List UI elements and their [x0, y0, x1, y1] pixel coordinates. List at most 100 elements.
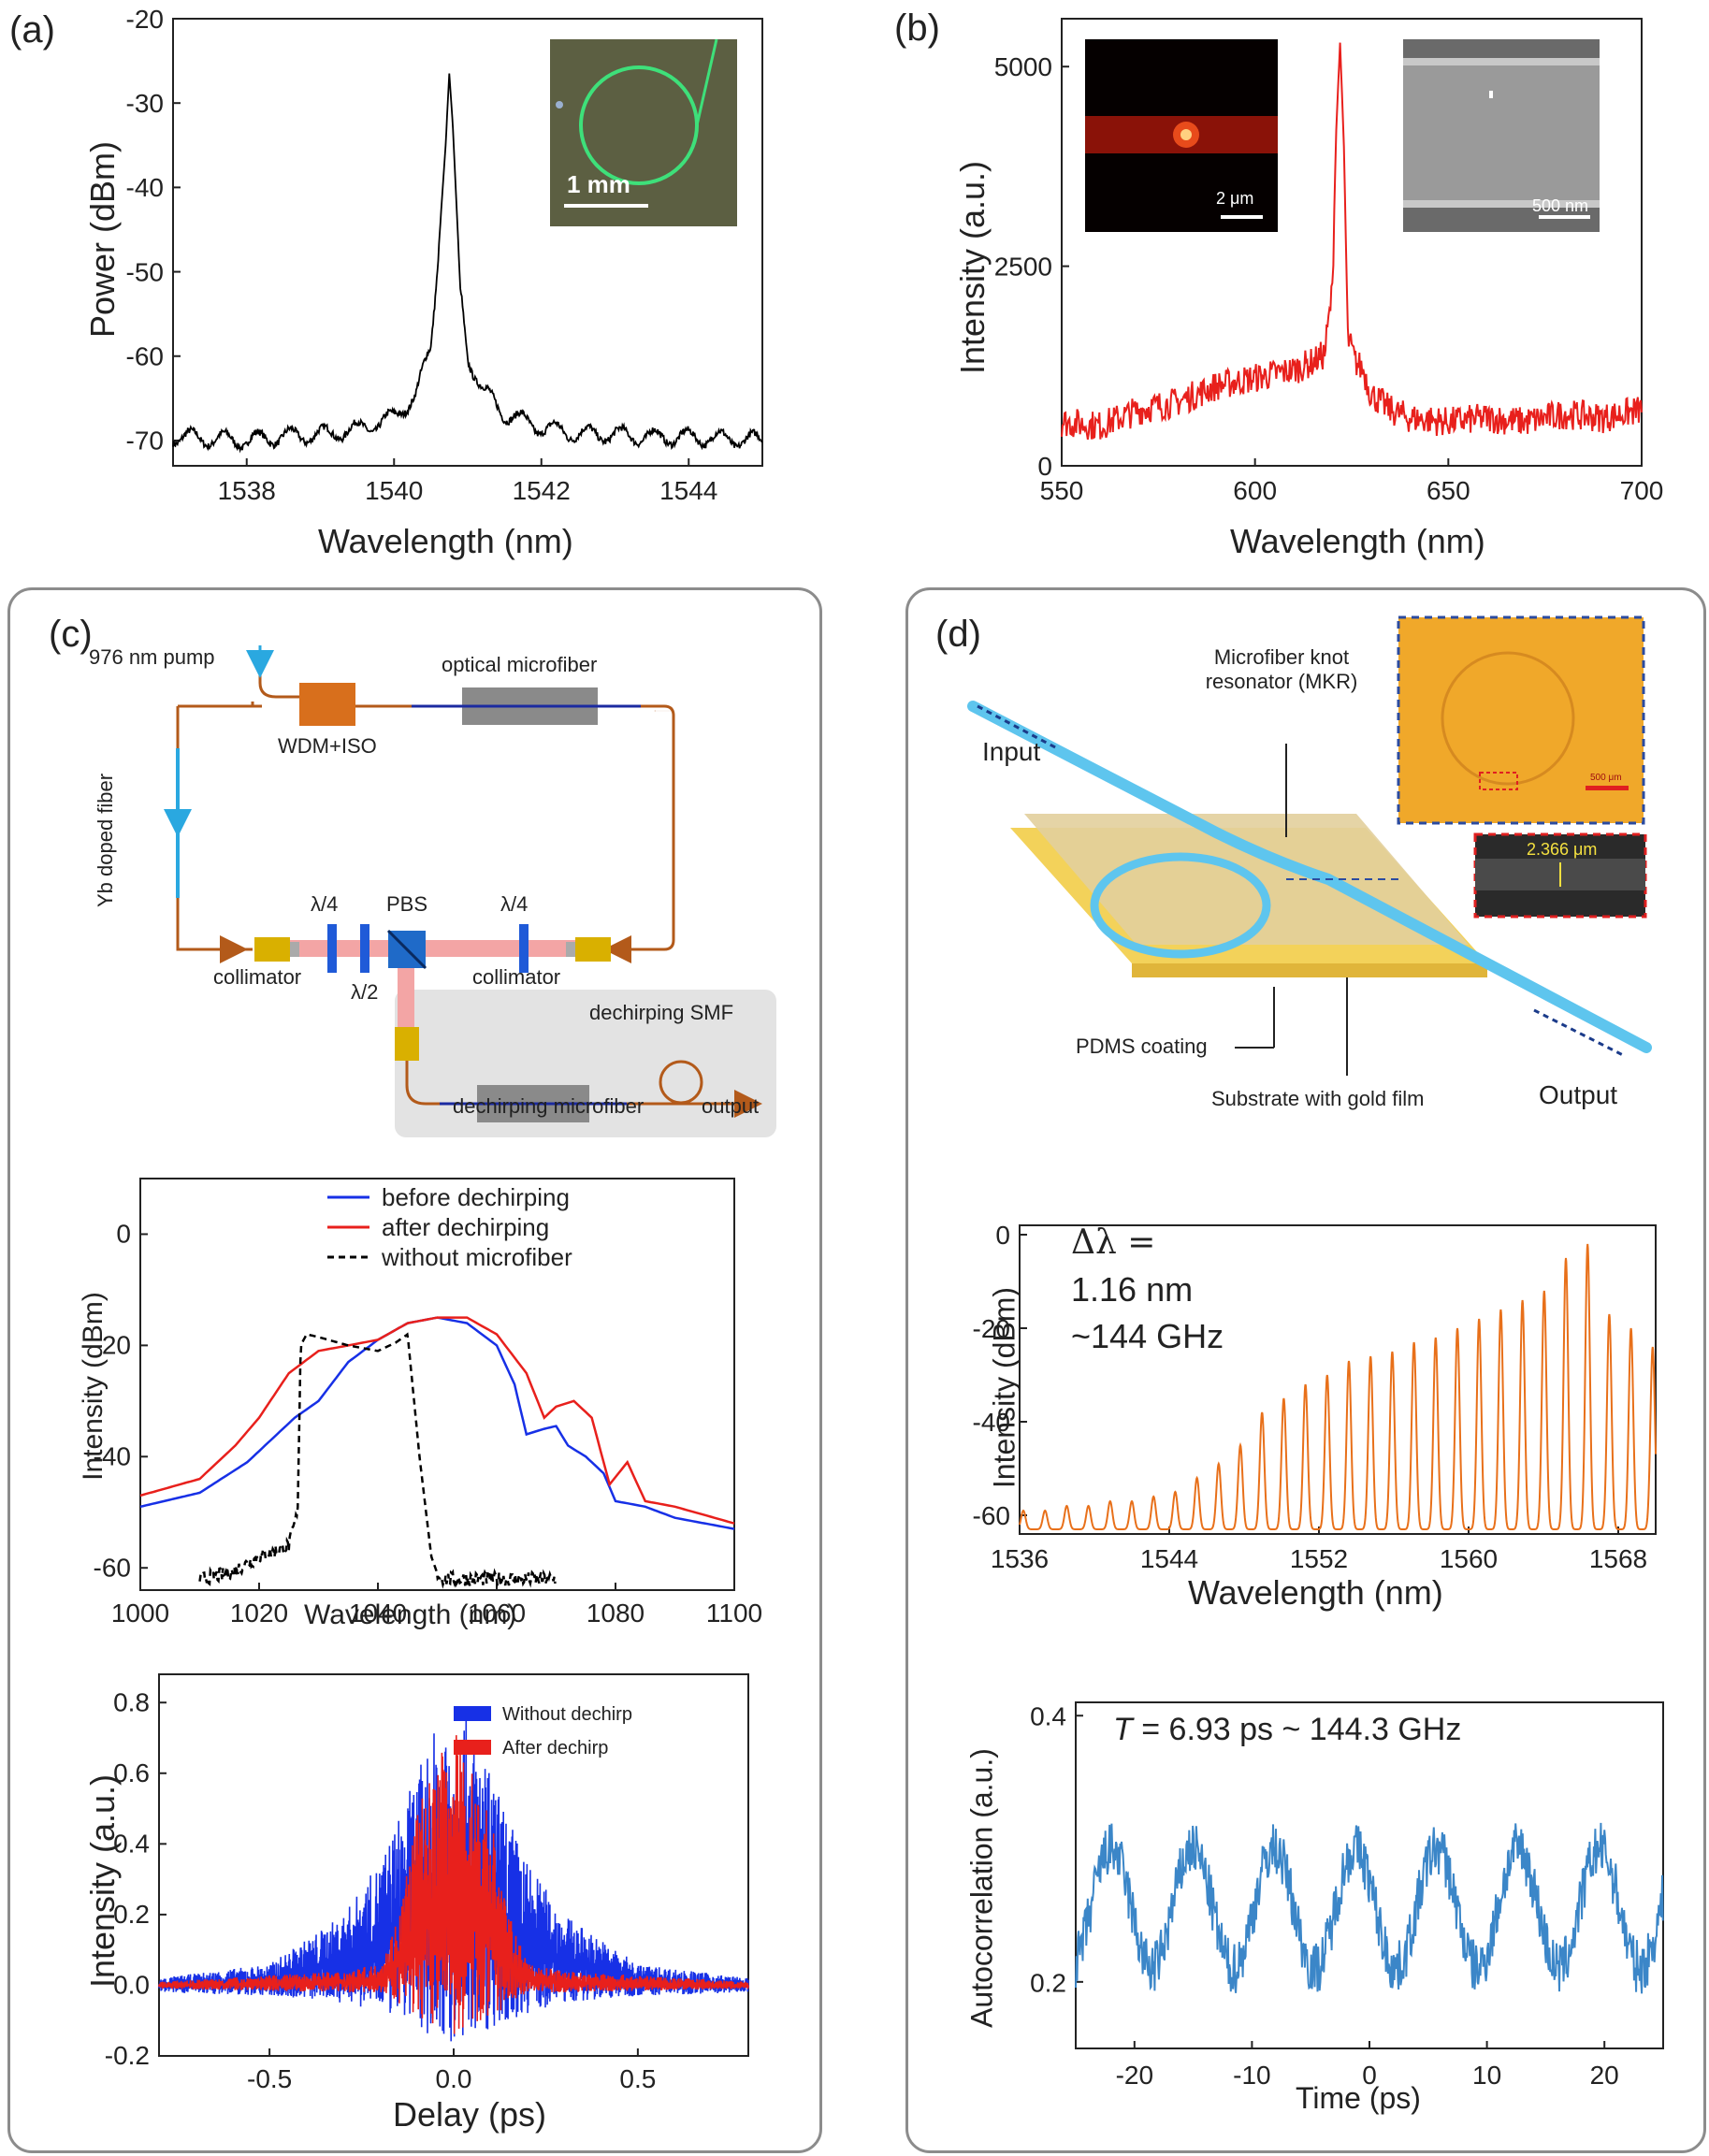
wdm-box: [299, 683, 355, 726]
chart-a-xlabel: Wavelength (nm): [318, 522, 573, 560]
qwp-right-label: λ/4: [500, 892, 529, 916]
x-tick-label: 1560: [1440, 1544, 1498, 1573]
yb-fiber-label: Yb doped fiber: [94, 773, 117, 907]
y-tick-label: 0: [116, 1220, 131, 1249]
chart-c-spectrum-svg: 1000 1020 1040 1060 1080 1100 0 -20 -40 -60 before…: [94, 1178, 762, 1628]
collimator-left-label: collimator: [213, 965, 302, 989]
input-label: Input: [982, 737, 1041, 766]
chart-b-ylabel: Intensity (a.u.): [953, 160, 992, 375]
period-annotation-value: = 6.93 ps ~ 144.3 GHz: [1132, 1712, 1462, 1747]
y-tick-label: 5000: [994, 52, 1052, 81]
y-tick-label: -20: [973, 1314, 1010, 1343]
y-tick-label: -50: [126, 257, 164, 286]
x-tick-label: 1552: [1290, 1544, 1348, 1573]
x-tick-label: 1544: [659, 476, 717, 505]
after-dechirping-line: [139, 1316, 735, 1525]
y-tick-label: -40: [126, 173, 164, 202]
chart-d-spectrum-xlabel: Wavelength (nm): [1188, 1573, 1443, 1612]
x-tick-label: 20: [1590, 2061, 1619, 2090]
x-tick-label: 650: [1427, 476, 1470, 505]
legend-label: before dechirping: [382, 1183, 570, 1211]
comb-line: [1019, 1243, 1657, 1530]
inset-d-width-label: 2.366 μm: [1527, 840, 1598, 859]
without-microfiber-line: [198, 1332, 557, 1589]
chart-d-spectrum: 1536 1544 1552 1560 1568 0 -20 -40 -60 Intensity…: [935, 1207, 1674, 1637]
panel-label-a: (a): [9, 9, 55, 51]
x-tick-label: 0.0: [436, 2064, 472, 2093]
x-tick-label: 1536: [991, 1544, 1049, 1573]
period-annotation: T = 6.93 ps ~ 144.3 GHz: [1113, 1712, 1461, 1748]
schematic-c: 976 nm pump optical microfiber WDM+ISO Y…: [56, 627, 786, 1150]
x-tick-label: 1540: [365, 476, 423, 505]
dechirp-smf-label: dechirping SMF: [589, 1001, 734, 1024]
chart-c-autocorr: -0.5 0.0 0.5 -0.2 0.0 0.2 0.4 0.6 0.8 Without dec…: [56, 1656, 786, 2142]
y-tick-label: -60: [126, 342, 164, 371]
pbs-label: PBS: [386, 892, 428, 916]
wdm-label: WDM+ISO: [278, 734, 377, 758]
legend-label: without microfiber: [381, 1243, 572, 1271]
series-line: [172, 73, 763, 454]
inset-b-optical-image: 2 μm: [1085, 39, 1278, 232]
fiber-loop-image: [550, 39, 737, 226]
plot-frame: [1061, 18, 1643, 467]
x-tick-label: -10: [1233, 2061, 1270, 2090]
x-tick-label: 700: [1620, 476, 1664, 505]
y-tick-label: 0.8: [113, 1687, 150, 1716]
output-label: output: [702, 1094, 760, 1118]
chart-c-autocorr-ylabel: Intensity (a.u.): [83, 1773, 122, 1989]
chart-c-spectrum-ylabel: Intensity (dBm): [78, 1292, 109, 1481]
sem-image: [1403, 39, 1600, 232]
y-tick-label: -30: [126, 89, 164, 118]
x-tick-label: 1544: [1140, 1544, 1198, 1573]
legend-swatch: [454, 1740, 491, 1755]
comb-annotation-line3: ~144 GHz: [1071, 1317, 1224, 1355]
substrate-label: Substrate with gold film: [1211, 1087, 1425, 1110]
autocorrelation-line: [1075, 1822, 1664, 1994]
y-tick-label: -40: [973, 1408, 1010, 1437]
y-tick-label: 0.2: [1030, 1968, 1066, 1997]
series-line: [1061, 42, 1643, 441]
plot-frame: [139, 1178, 735, 1591]
x-tick-label: 1568: [1589, 1544, 1647, 1573]
inset-b-right-scale-label: 500 nm: [1532, 196, 1589, 215]
chart-c-spectrum-xlabel: Wavelength (nm): [304, 1599, 517, 1630]
y-tick-label: -40: [94, 1441, 131, 1470]
inset-b-sem-image: 500 nm: [1403, 39, 1600, 232]
plot-frame: [1019, 1224, 1657, 1535]
y-tick-label: -0.2: [105, 2041, 150, 2070]
x-tick-label: 1020: [230, 1599, 288, 1628]
y-tick-label: -60: [973, 1501, 1010, 1530]
y-tick-label: 0: [1037, 452, 1052, 481]
x-tick-label: 550: [1040, 476, 1084, 505]
y-tick-label: -20: [126, 5, 164, 34]
comb-annotation-line2: 1.16 nm: [1071, 1270, 1194, 1309]
qwp-left-label: λ/4: [311, 892, 339, 916]
y-tick-label: -20: [94, 1330, 131, 1359]
x-tick-label: 1040: [349, 1599, 407, 1628]
x-tick-label: -0.5: [247, 2064, 292, 2093]
output-label-d: Output: [1539, 1080, 1618, 1109]
pdms-label: PDMS coating: [1076, 1035, 1208, 1058]
y-tick-label: 0.4: [1030, 1702, 1066, 1731]
panel-label-d: (d): [935, 614, 981, 655]
x-tick-label: 1542: [513, 476, 571, 505]
inset-a-scale-label: 1 mm: [567, 170, 630, 198]
y-tick-label: 0.0: [113, 1971, 150, 2000]
chart-d-spectrum-svg: 1536 1544 1552 1560 1568 0 -20 -40 -60: [973, 1221, 1657, 1573]
chart-d-autocorr: -20 -10 0 10 20 0.2 0.4 Autocorrelation (a.u.)…: [935, 1684, 1674, 2133]
chart-a-svg: 1538 1540 1542 1544 -20 -30 -40 -50 -60 -70: [126, 5, 763, 505]
mkr-device-schematic: [967, 615, 1652, 1076]
y-tick-label: 0.2: [113, 1900, 150, 1929]
chart-b-xlabel: Wavelength (nm): [1230, 522, 1485, 560]
inset-d-scale-label: 500 μm: [1590, 773, 1622, 783]
laser-spot-image: [1085, 39, 1278, 232]
legend-swatch: [454, 1706, 491, 1721]
comb-annotation: Δλ = 1.16 nm ~144 GHz: [1071, 1220, 1224, 1360]
y-tick-label: 0: [995, 1221, 1010, 1250]
dechirp-microfiber-label: dechirping microfiber: [453, 1094, 644, 1118]
before-dechirping-line: [139, 1316, 735, 1530]
y-tick-label: -60: [94, 1553, 131, 1582]
laser-cavity-schematic: [164, 645, 776, 1137]
legend-label: Without dechirp: [502, 1704, 632, 1725]
plot-frame: [172, 18, 763, 467]
